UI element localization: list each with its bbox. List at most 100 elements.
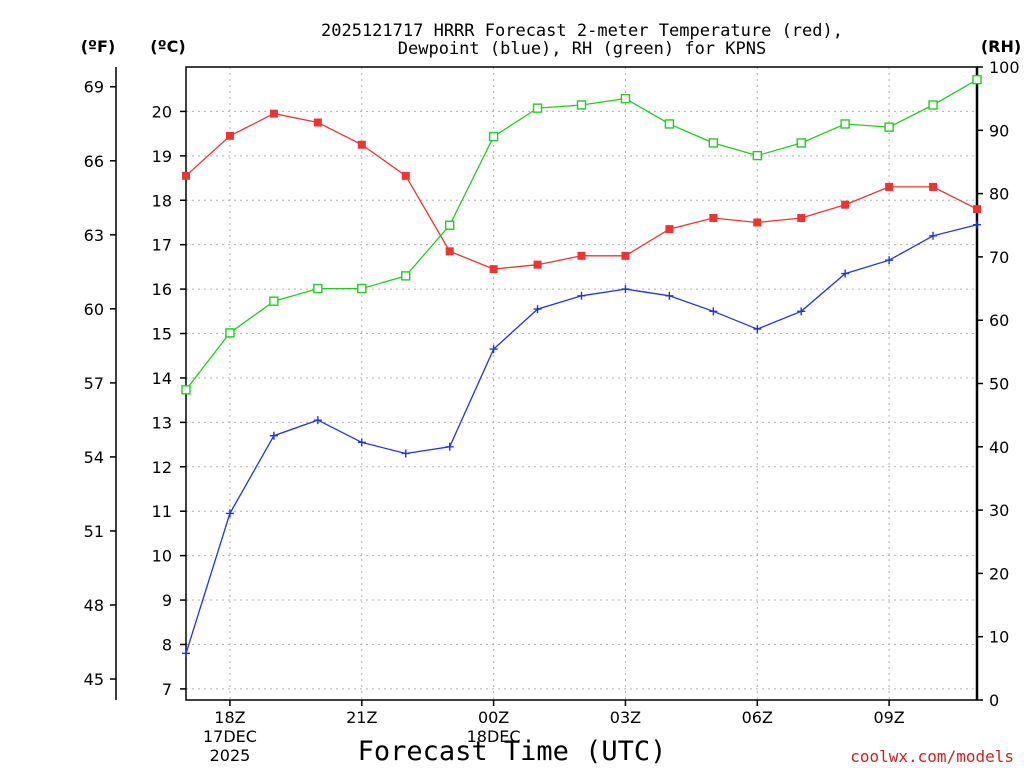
temperature-point bbox=[269, 109, 278, 118]
celsius-tick-label: 18 bbox=[152, 191, 172, 210]
celsius-tick-label: 9 bbox=[162, 591, 172, 610]
rh-point bbox=[840, 119, 850, 129]
rh-tick-label: 100 bbox=[989, 58, 1020, 77]
dewpoint-point bbox=[621, 285, 630, 294]
x-tick-label: 03Z bbox=[610, 708, 641, 727]
rh-tick-label: 60 bbox=[989, 311, 1009, 330]
temperature-point bbox=[709, 214, 718, 223]
dewpoint-point bbox=[841, 269, 850, 278]
celsius-tick-label: 15 bbox=[152, 325, 172, 344]
fahrenheit-tick-label: 57 bbox=[84, 374, 104, 393]
fahrenheit-tick-label: 45 bbox=[84, 670, 104, 689]
temperature-point bbox=[577, 251, 586, 260]
temperature-point bbox=[797, 214, 806, 223]
dewpoint-point bbox=[357, 438, 366, 447]
dewpoint-point bbox=[753, 325, 762, 334]
celsius-tick-label: 20 bbox=[152, 102, 172, 121]
temperature-point bbox=[753, 218, 762, 227]
fahrenheit-tick-label: 69 bbox=[84, 78, 104, 97]
x-tick-date-label: 18DEC bbox=[467, 727, 521, 746]
temperature-point bbox=[357, 140, 366, 149]
rh-tick-label: 80 bbox=[989, 185, 1009, 204]
dewpoint-point bbox=[797, 307, 806, 316]
series-dewpoint bbox=[182, 220, 981, 658]
dewpoint-point bbox=[709, 307, 718, 316]
temperature-point bbox=[182, 171, 190, 180]
x-tick-label: 06Z bbox=[742, 708, 773, 727]
rh-point bbox=[401, 271, 411, 281]
celsius-tick-label: 13 bbox=[152, 413, 172, 432]
temperature-point bbox=[885, 182, 894, 191]
dewpoint-point bbox=[577, 291, 586, 300]
dewpoint-point bbox=[973, 220, 981, 229]
rh-point bbox=[576, 100, 587, 110]
dewpoint-point bbox=[533, 305, 542, 314]
dewpoint-point bbox=[182, 649, 190, 658]
celsius-tick-label: 17 bbox=[152, 236, 172, 255]
temperature-point bbox=[665, 225, 674, 234]
x-axis-title: Forecast Time (UTC) bbox=[358, 736, 667, 767]
credit-label: coolwx.com/models bbox=[850, 747, 1014, 766]
temperature-point bbox=[533, 260, 542, 269]
grid-lines bbox=[186, 67, 977, 700]
temperature-point bbox=[621, 251, 630, 260]
rh-point bbox=[708, 138, 719, 148]
rh-point bbox=[752, 150, 762, 161]
x-tick-year-label: 2025 bbox=[210, 746, 251, 765]
celsius-tick-label: 7 bbox=[162, 680, 172, 699]
celsius-tick-label: 11 bbox=[152, 502, 172, 521]
celsius-tick-label: 8 bbox=[162, 635, 172, 654]
dewpoint-point bbox=[269, 431, 278, 440]
dewpoint-point bbox=[313, 416, 322, 425]
rh-point bbox=[620, 93, 631, 104]
temperature-point bbox=[929, 182, 938, 191]
temperature-line bbox=[185, 112, 978, 270]
rh-point bbox=[928, 100, 938, 110]
celsius-tick-label: 14 bbox=[152, 369, 172, 388]
fahrenheit-tick-label: 54 bbox=[84, 448, 104, 467]
chart-title-line-2: Dewpoint (blue), RH (green) for KPNS bbox=[398, 39, 766, 59]
fahrenheit-unit-label: (ºF) bbox=[81, 37, 116, 56]
rh-point bbox=[796, 138, 806, 148]
temperature-point bbox=[445, 247, 454, 256]
rh-point bbox=[488, 131, 499, 142]
plot-frame bbox=[185, 66, 978, 701]
axes: 7 8 9 10 11 12 13 14 15 16 17 18 19 20 45 48 51 54 57 60 63 6… bbox=[84, 58, 1020, 765]
fahrenheit-tick-label: 66 bbox=[84, 152, 104, 171]
x-tick-label: 09Z bbox=[873, 708, 904, 727]
rh-point bbox=[225, 328, 235, 338]
rh-point bbox=[532, 103, 543, 113]
rh-point bbox=[313, 283, 323, 294]
rh-point bbox=[664, 119, 675, 129]
rh-line bbox=[185, 79, 978, 391]
chart-title-line-1: 2025121717 HRRR Forecast 2-meter Tempera… bbox=[321, 21, 843, 41]
dewpoint-point bbox=[929, 231, 938, 240]
rh-tick-label: 30 bbox=[989, 501, 1009, 520]
dewpoint-point bbox=[885, 256, 894, 265]
data-series bbox=[181, 74, 982, 658]
rh-point bbox=[269, 296, 279, 306]
celsius-tick-label: 19 bbox=[152, 147, 172, 166]
celsius-unit-label: (ºC) bbox=[150, 37, 185, 56]
rh-tick-label: 70 bbox=[989, 248, 1009, 267]
series-rh bbox=[181, 74, 982, 395]
dewpoint-point bbox=[665, 291, 674, 300]
x-tick-label: 18Z bbox=[214, 708, 245, 727]
rh-point bbox=[357, 283, 367, 294]
fahrenheit-tick-label: 51 bbox=[84, 522, 104, 541]
temperature-point bbox=[841, 200, 850, 209]
celsius-tick-label: 12 bbox=[152, 458, 172, 477]
x-tick-label: 21Z bbox=[346, 708, 377, 727]
dewpoint-point bbox=[445, 442, 454, 451]
celsius-tick-label: 10 bbox=[152, 547, 172, 566]
rh-point bbox=[181, 385, 191, 395]
rh-point bbox=[884, 122, 894, 132]
rh-tick-label: 20 bbox=[989, 564, 1009, 583]
dewpoint-point bbox=[225, 509, 234, 518]
temperature-point bbox=[489, 265, 498, 274]
rh-tick-label: 0 bbox=[989, 691, 999, 710]
rh-tick-label: 90 bbox=[989, 121, 1009, 140]
rh-tick-label: 50 bbox=[989, 375, 1009, 394]
temperature-point bbox=[225, 131, 234, 140]
